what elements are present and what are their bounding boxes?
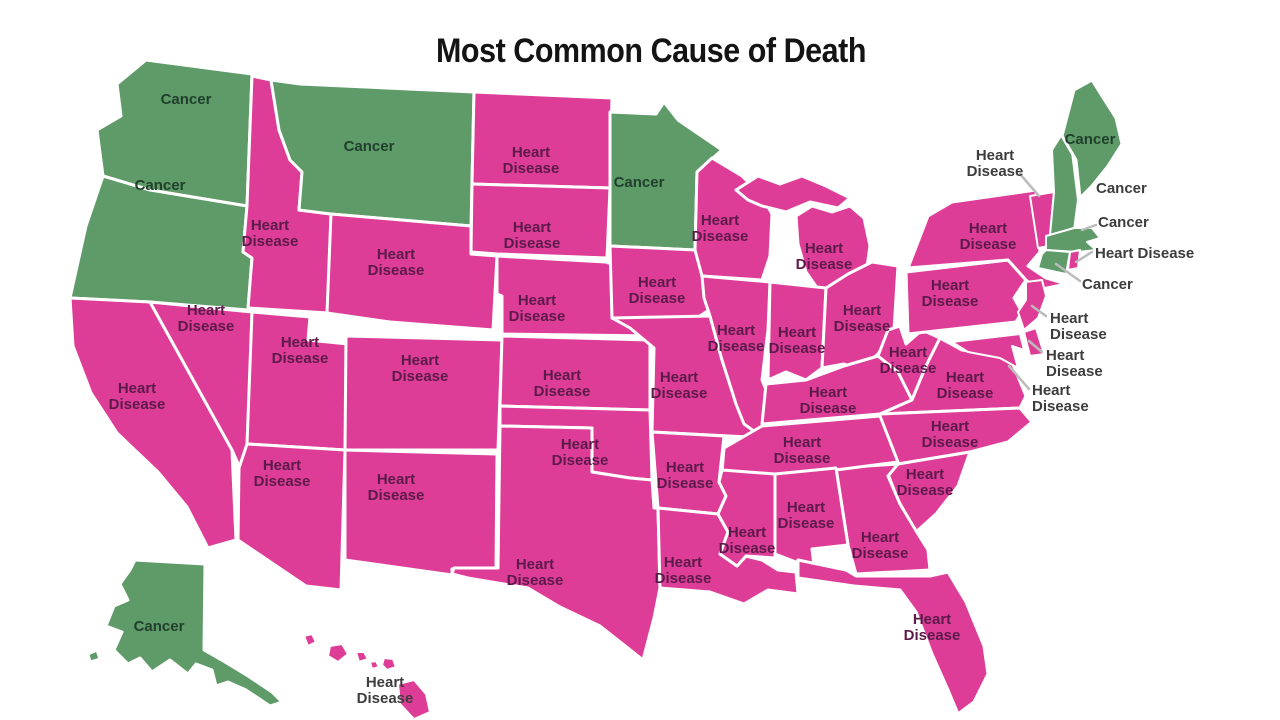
state-alaska <box>86 558 284 708</box>
label-colorado: Heart Disease <box>392 352 449 385</box>
label-mississippi: Heart Disease <box>719 524 776 557</box>
label-pennsylvania: Heart Disease <box>922 277 979 310</box>
label-montana: Cancer <box>344 138 395 155</box>
label-massachusetts: Cancer <box>1098 214 1149 231</box>
label-north-dakota: Heart Disease <box>503 144 560 177</box>
label-maryland: Heart Disease <box>1032 382 1089 415</box>
label-north-carolina: Heart Disease <box>922 418 979 451</box>
label-wisconsin: Heart Disease <box>692 212 749 245</box>
label-alaska: Cancer <box>134 618 185 635</box>
state-florida <box>796 558 990 716</box>
state-west-virginia <box>876 324 942 402</box>
leader-delaware <box>1027 339 1044 354</box>
label-ohio: Heart Disease <box>834 302 891 335</box>
label-washington: Cancer <box>161 91 212 108</box>
state-texas <box>450 424 662 662</box>
label-new-york: Heart Disease <box>960 220 1017 253</box>
label-nevada: Heart Disease <box>178 302 235 335</box>
label-illinois: Heart Disease <box>708 322 765 355</box>
state-new-mexico <box>343 448 499 577</box>
state-georgia <box>834 462 932 576</box>
label-idaho: Heart Disease <box>242 217 299 250</box>
label-texas: Heart Disease <box>507 556 564 589</box>
label-new-mexico: Heart Disease <box>368 471 425 504</box>
label-louisiana: Heart Disease <box>655 554 712 587</box>
states-layer <box>68 58 1124 720</box>
label-kentucky: Heart Disease <box>800 384 857 417</box>
leader-maryland <box>1007 364 1031 391</box>
label-minnesota: Cancer <box>614 174 665 191</box>
label-michigan: Heart Disease <box>796 240 853 273</box>
state-new-york <box>906 188 1068 292</box>
label-west-virginia: Heart Disease <box>880 344 937 377</box>
state-south-dakota <box>469 182 612 260</box>
label-maine: Cancer <box>1065 131 1116 148</box>
page-title: Most Common Cause of Death <box>436 32 866 70</box>
label-kansas: Heart Disease <box>534 367 591 400</box>
label-rhode-island: Heart Disease <box>1095 245 1194 262</box>
label-iowa: Heart Disease <box>629 274 686 307</box>
label-utah: Heart Disease <box>272 334 329 367</box>
leader-new-jersey <box>1030 304 1048 318</box>
state-colorado <box>343 334 504 452</box>
label-tennessee: Heart Disease <box>774 434 831 467</box>
leader-rhode-island <box>1074 250 1094 264</box>
label-alabama: Heart Disease <box>778 499 835 532</box>
label-new-jersey: Heart Disease <box>1050 310 1107 343</box>
label-oklahoma: Heart Disease <box>552 436 609 469</box>
leader-connecticut <box>1054 262 1082 283</box>
leader-lines <box>1007 172 1098 391</box>
label-new-hampshire: Cancer <box>1096 180 1147 197</box>
label-vermont: Heart Disease <box>967 147 1024 180</box>
leader-vermont <box>1018 172 1041 198</box>
label-arizona: Heart Disease <box>254 457 311 490</box>
label-connecticut: Cancer <box>1082 276 1133 293</box>
state-hawaii <box>303 633 431 720</box>
state-montana <box>269 78 476 228</box>
label-virginia: Heart Disease <box>937 369 994 402</box>
label-missouri: Heart Disease <box>651 369 708 402</box>
label-arkansas: Heart Disease <box>657 459 714 492</box>
state-rhode-island <box>1067 249 1081 271</box>
state-maine <box>1060 78 1124 200</box>
label-florida: Heart Disease <box>904 611 961 644</box>
label-hawaii: Heart Disease <box>357 674 414 707</box>
label-south-carolina: Heart Disease <box>897 466 954 499</box>
label-georgia: Heart Disease <box>852 529 909 562</box>
label-oregon: Cancer <box>135 177 186 194</box>
label-south-dakota: Heart Disease <box>504 219 561 252</box>
label-wyoming: Heart Disease <box>368 246 425 279</box>
leader-massachusetts <box>1080 223 1098 232</box>
label-california: Heart Disease <box>109 380 166 413</box>
label-delaware: Heart Disease <box>1046 347 1103 380</box>
label-indiana: Heart Disease <box>769 324 826 357</box>
state-alabama <box>773 466 850 568</box>
labels-layer: Cancer Cancer Cancer Cancer Cancer Cance… <box>109 91 1195 707</box>
state-utah <box>245 310 350 452</box>
state-maryland <box>951 333 1025 369</box>
label-nebraska: Heart Disease <box>509 292 566 325</box>
